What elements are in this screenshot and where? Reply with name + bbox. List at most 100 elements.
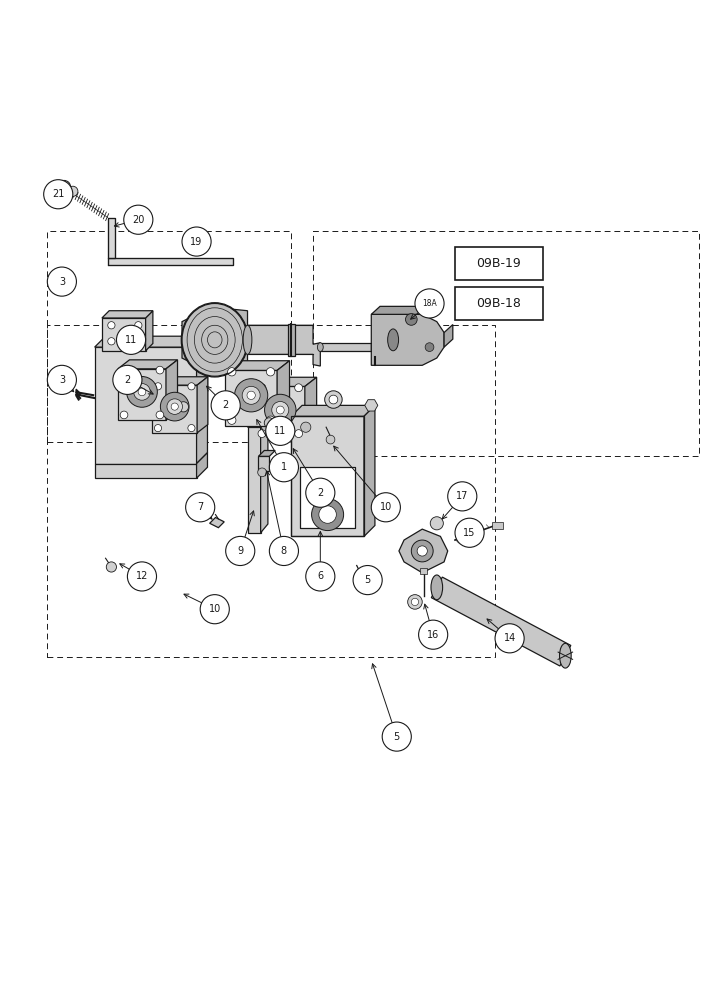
- Circle shape: [58, 180, 71, 194]
- Circle shape: [154, 425, 162, 432]
- Circle shape: [160, 392, 189, 421]
- Circle shape: [156, 411, 164, 419]
- Circle shape: [312, 499, 344, 531]
- Circle shape: [264, 418, 274, 428]
- Circle shape: [295, 384, 303, 392]
- Circle shape: [269, 536, 298, 566]
- Polygon shape: [277, 361, 290, 426]
- Circle shape: [68, 186, 78, 196]
- Ellipse shape: [243, 325, 252, 354]
- Circle shape: [319, 506, 336, 523]
- Circle shape: [417, 546, 427, 556]
- Circle shape: [167, 399, 183, 414]
- Text: 11: 11: [274, 426, 286, 436]
- Text: 8: 8: [281, 546, 287, 556]
- Circle shape: [371, 493, 400, 522]
- Circle shape: [357, 574, 367, 584]
- Text: 10: 10: [209, 604, 221, 614]
- FancyBboxPatch shape: [420, 568, 427, 574]
- Text: 2: 2: [317, 488, 323, 498]
- Polygon shape: [166, 360, 178, 420]
- Polygon shape: [182, 307, 248, 373]
- Circle shape: [47, 365, 76, 394]
- Circle shape: [211, 391, 240, 420]
- Circle shape: [295, 430, 303, 438]
- Text: 5: 5: [365, 575, 371, 585]
- Polygon shape: [365, 400, 378, 411]
- Text: 17: 17: [456, 491, 468, 501]
- Ellipse shape: [560, 643, 571, 668]
- Text: 18A: 18A: [422, 299, 437, 308]
- Circle shape: [120, 366, 128, 374]
- Polygon shape: [210, 517, 224, 528]
- Polygon shape: [152, 385, 197, 433]
- Polygon shape: [291, 416, 364, 536]
- Circle shape: [258, 430, 266, 438]
- Circle shape: [182, 227, 211, 256]
- Circle shape: [44, 180, 73, 209]
- Polygon shape: [320, 343, 371, 351]
- Circle shape: [108, 322, 115, 329]
- Circle shape: [266, 368, 274, 376]
- Polygon shape: [256, 377, 317, 386]
- Text: 7: 7: [197, 502, 203, 512]
- Circle shape: [277, 406, 284, 414]
- Text: 16: 16: [427, 630, 439, 640]
- Polygon shape: [248, 427, 261, 533]
- Circle shape: [127, 377, 157, 407]
- Circle shape: [266, 416, 295, 445]
- Circle shape: [425, 343, 434, 351]
- Text: 6: 6: [317, 571, 323, 581]
- FancyBboxPatch shape: [492, 522, 503, 529]
- Circle shape: [430, 517, 443, 530]
- Polygon shape: [95, 347, 197, 464]
- Circle shape: [228, 368, 236, 376]
- Circle shape: [186, 493, 215, 522]
- Circle shape: [135, 322, 142, 329]
- Circle shape: [188, 383, 195, 390]
- Circle shape: [495, 624, 524, 653]
- Circle shape: [127, 562, 157, 591]
- Polygon shape: [371, 314, 444, 365]
- Circle shape: [258, 384, 266, 392]
- Polygon shape: [146, 311, 153, 351]
- Circle shape: [264, 394, 296, 426]
- Polygon shape: [197, 453, 207, 478]
- Polygon shape: [291, 405, 375, 416]
- Circle shape: [408, 595, 422, 609]
- Text: 3: 3: [59, 277, 65, 287]
- Text: 1: 1: [281, 462, 287, 472]
- Polygon shape: [95, 464, 197, 478]
- Text: 15: 15: [464, 528, 475, 538]
- Circle shape: [226, 536, 255, 566]
- Circle shape: [130, 576, 137, 584]
- Polygon shape: [431, 577, 571, 666]
- Circle shape: [455, 518, 484, 547]
- Ellipse shape: [431, 575, 443, 600]
- Circle shape: [306, 478, 335, 507]
- Circle shape: [171, 403, 178, 410]
- Polygon shape: [102, 311, 153, 318]
- Polygon shape: [444, 325, 453, 347]
- Circle shape: [124, 205, 153, 234]
- Circle shape: [135, 338, 142, 345]
- Text: 3: 3: [59, 375, 65, 385]
- Polygon shape: [305, 377, 317, 439]
- Text: 09B-18: 09B-18: [476, 297, 521, 310]
- Circle shape: [301, 422, 311, 432]
- Circle shape: [188, 425, 195, 432]
- Circle shape: [258, 468, 266, 477]
- Circle shape: [415, 289, 444, 318]
- Circle shape: [382, 722, 411, 751]
- Text: 9: 9: [237, 546, 243, 556]
- Polygon shape: [197, 336, 207, 464]
- Polygon shape: [248, 418, 268, 427]
- Circle shape: [178, 402, 189, 412]
- Text: 12: 12: [136, 571, 148, 581]
- Polygon shape: [364, 405, 375, 536]
- Circle shape: [242, 386, 260, 404]
- Circle shape: [134, 384, 150, 400]
- Polygon shape: [371, 306, 431, 314]
- Polygon shape: [197, 377, 208, 433]
- Circle shape: [106, 562, 116, 572]
